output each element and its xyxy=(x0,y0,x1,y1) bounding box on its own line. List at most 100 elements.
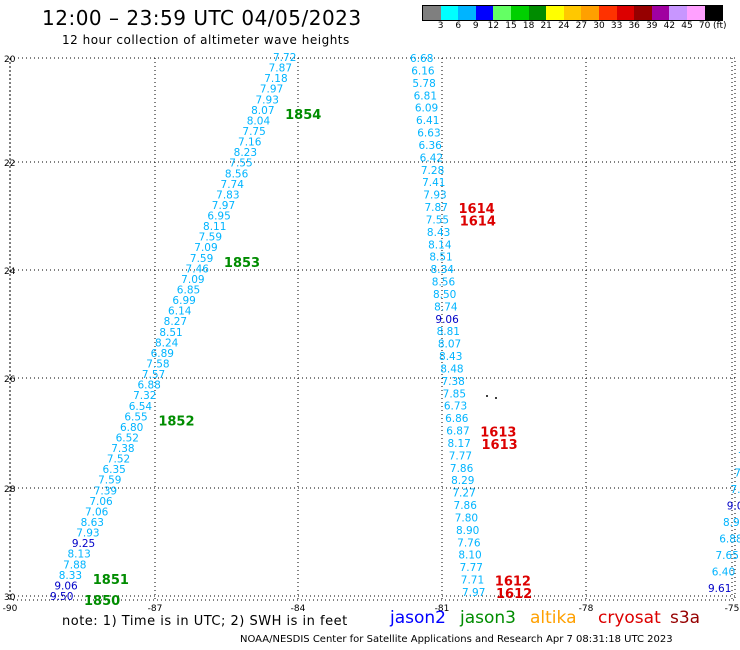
colorbar-swatch xyxy=(493,6,511,20)
lat-tick-label: 30 xyxy=(4,593,16,603)
map-grid xyxy=(9,57,736,601)
lon-tick-label: -90 xyxy=(3,604,18,614)
colorbar-tick-label: 12 xyxy=(487,21,500,31)
wave-height-value: 8.50 xyxy=(433,289,456,301)
wave-height-value: 8.07 xyxy=(251,105,274,117)
colorbar-swatch xyxy=(634,6,652,20)
colorbar-tick-label: 3 xyxy=(437,21,444,31)
wave-height-value: 6.88 xyxy=(137,380,160,392)
wave-height-value: 8.81 xyxy=(437,326,460,338)
wave-height-value: 8.51 xyxy=(429,252,452,264)
colorbar-swatch xyxy=(669,6,687,20)
wave-height-value: 7.59 xyxy=(199,232,222,244)
wave-height-value: 7.58 xyxy=(146,358,169,370)
wave-height-value: 8.56 xyxy=(225,168,249,180)
footer-note: note: 1) Time is in UTC; 2) SWH is in fe… xyxy=(62,614,348,629)
colorbar-tick-label: 45 xyxy=(681,21,693,31)
wave-height-value: 7.09 xyxy=(181,274,204,286)
wave-height-value: 8.10 xyxy=(458,550,481,562)
wave-height-value: 7.93 xyxy=(76,528,99,540)
satellite-legend-jason3: jason3 xyxy=(460,608,516,628)
wave-height-value: 6.55 xyxy=(124,411,147,423)
wave-height-value: 7.77 xyxy=(449,450,472,462)
colorbar-swatch xyxy=(651,6,670,20)
wave-height-value: 6.63 xyxy=(417,128,440,140)
satellite-legend-altika: altika xyxy=(530,608,577,628)
wave-height-value: 8.56 xyxy=(432,277,456,289)
wave-height-value: 6.88 xyxy=(719,534,740,546)
wave-height-value: 7.55 xyxy=(229,158,252,170)
wave-height-value: 8.17 xyxy=(447,438,470,450)
wave-height-value: 7.57 xyxy=(142,369,165,381)
wave-height-value: 7.06 xyxy=(89,496,113,508)
wave-height-value: 6.73 xyxy=(444,401,467,413)
colorbar-tick-label: 27 xyxy=(575,21,588,31)
wave-height-value: 7.28 xyxy=(421,165,444,177)
pass-time-label: 1614 xyxy=(460,214,496,229)
wave-height-value: 9.06 xyxy=(54,580,78,592)
wave-height-value: 7.86 xyxy=(450,463,474,475)
wave-height-value: 8.14 xyxy=(428,239,452,251)
wave-height-value: 8.43 xyxy=(439,351,462,363)
colorbar-swatch xyxy=(475,6,494,20)
wave-height-value: 6.36 xyxy=(418,140,442,152)
wave-height-value: 6.14 xyxy=(168,306,192,318)
pass-time-label: 1850 xyxy=(84,594,120,609)
wave-height-value: 7.16 xyxy=(238,137,262,149)
pass-time-label: 1852 xyxy=(158,414,194,429)
wave-height-value: 7.93 xyxy=(423,190,446,202)
wave-height-value: 8.48 xyxy=(440,363,463,375)
wave-height-value: 7.65 xyxy=(716,550,739,562)
colorbar xyxy=(422,5,724,21)
colorbar-tick-label: 70 xyxy=(698,21,711,31)
colorbar-tick-label: 18 xyxy=(522,21,535,31)
wave-height-value: 9.06 xyxy=(435,314,459,326)
wave-height-value: 8.90 xyxy=(456,525,479,537)
lon-tick-label: -81 xyxy=(435,604,450,614)
wave-height-value: 8.27 xyxy=(164,316,187,328)
pass-time-label: 1853 xyxy=(224,256,260,271)
wave-height-value: 6.87 xyxy=(446,426,469,438)
colorbar-swatch xyxy=(440,6,459,20)
lat-tick-label: 26 xyxy=(4,375,16,385)
map-subtitle: 12 hour collection of altimeter wave hei… xyxy=(62,33,350,47)
wave-height-value: 7.39 xyxy=(94,485,117,497)
wave-height-value: 7.38 xyxy=(441,376,464,388)
map-tick-labels: -90 -87 -84 -81 -78 -75 20 22 24 26 28 30 xyxy=(3,55,740,614)
data-dot xyxy=(486,395,488,397)
wave-height-value: 7.93 xyxy=(256,94,279,106)
wave-height-value: 8.33 xyxy=(59,570,82,582)
wave-height-value: 7.55 xyxy=(426,214,449,226)
colorbar-tick-label: 33 xyxy=(610,21,623,31)
wave-height-value: 7.80 xyxy=(455,512,478,524)
wave-height-value: 7.97 xyxy=(260,84,283,96)
wave-height-value: 6.41 xyxy=(416,115,439,127)
wave-height-value: 7.87 xyxy=(269,63,292,75)
wave-height-value: 8.11 xyxy=(203,221,226,233)
wave-height-value: 6.86 xyxy=(445,413,469,425)
wave-height-value: 8.34 xyxy=(431,264,455,276)
colorbar-swatch xyxy=(598,6,617,20)
wave-height-value: 7.09 xyxy=(194,242,217,254)
colorbar-tick-label: 39 xyxy=(646,21,658,31)
lon-tick-label: -78 xyxy=(579,604,594,614)
colorbar-swatch xyxy=(563,6,582,20)
wave-height-value: 8.24 xyxy=(155,337,179,349)
wave-height-value: 7.85 xyxy=(443,388,466,400)
wave-height-value: 8.04 xyxy=(247,115,271,127)
colorbar-swatch xyxy=(616,6,635,20)
wave-height-value: 6.68 xyxy=(410,53,433,65)
wave-height-value: 9.50 xyxy=(50,591,73,603)
wave-height-value: 6.80 xyxy=(120,422,143,434)
wave-height-value: 9.0 xyxy=(727,501,740,513)
wave-height-value: 7.59 xyxy=(98,475,121,487)
wave-height-value: 7.97 xyxy=(212,200,235,212)
wave-height-value: 8.90 xyxy=(723,517,740,529)
lat-tick-label: 20 xyxy=(4,55,16,65)
wave-height-value: 7.32 xyxy=(133,390,156,402)
wave-height-value: 8.23 xyxy=(234,147,257,159)
colorbar-swatch xyxy=(546,6,564,20)
pass-time-label: 1614 xyxy=(459,202,495,217)
colorbar-swatch xyxy=(423,6,441,20)
wave-height-value: 8.74 xyxy=(434,301,458,313)
